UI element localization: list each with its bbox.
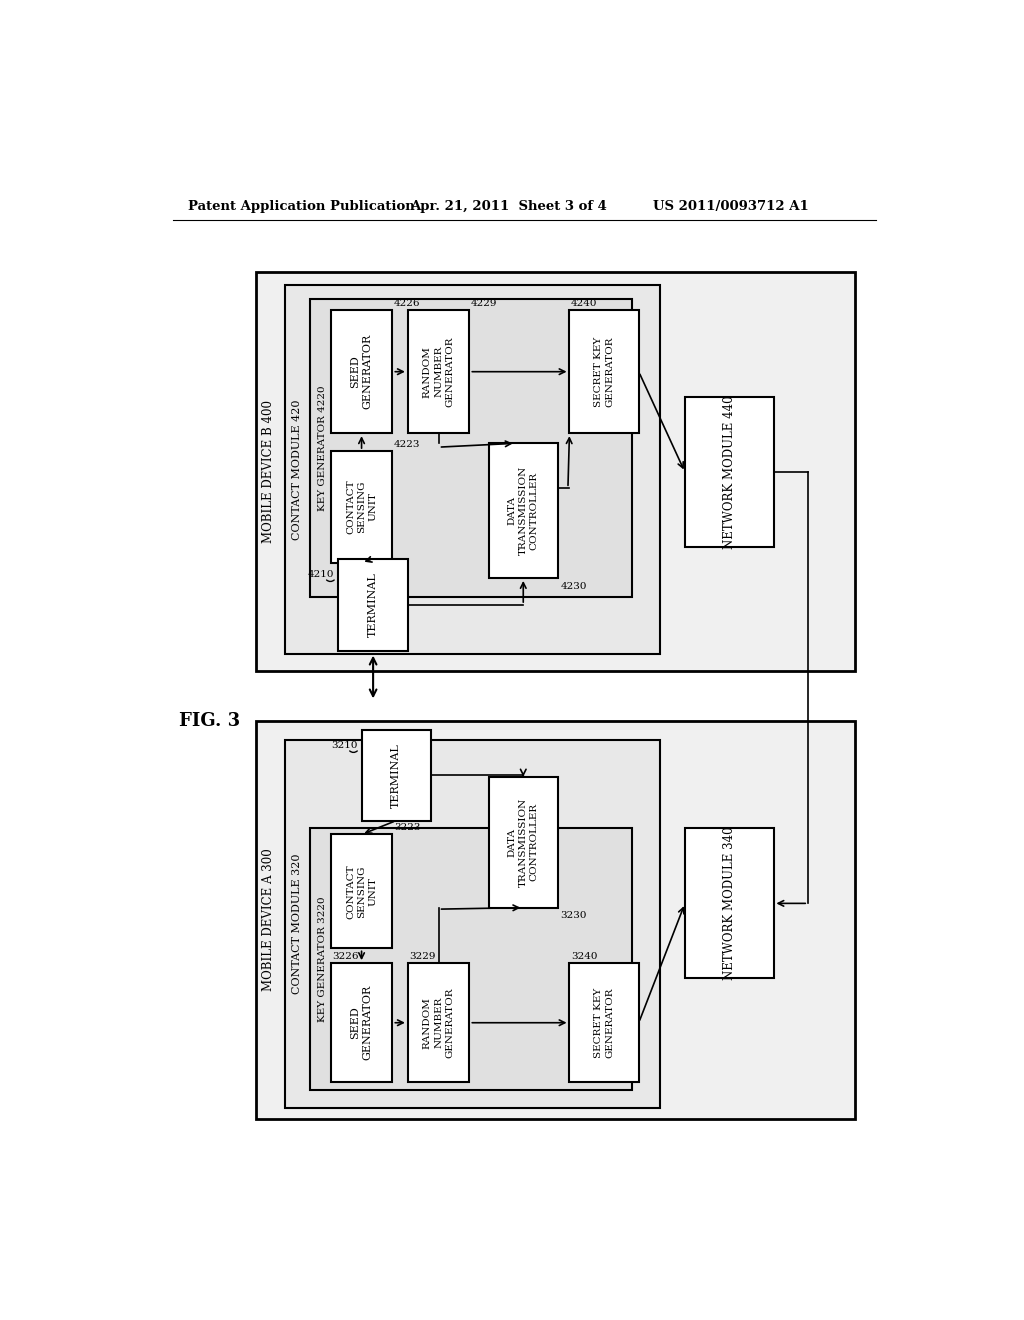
- Text: Patent Application Publication: Patent Application Publication: [188, 199, 415, 213]
- Text: 4240: 4240: [571, 298, 597, 308]
- Bar: [685, 397, 773, 548]
- Text: SECRET KEY
GENERATOR: SECRET KEY GENERATOR: [594, 337, 614, 407]
- Text: 3223: 3223: [394, 824, 421, 832]
- Text: CONTACT MODULE 320: CONTACT MODULE 320: [292, 854, 302, 994]
- Bar: [285, 739, 660, 1107]
- Text: FIG. 3: FIG. 3: [178, 711, 240, 730]
- Text: SEED
GENERATOR: SEED GENERATOR: [350, 985, 373, 1060]
- Text: 4226: 4226: [394, 298, 421, 308]
- Text: NETWORK MODULE 340: NETWORK MODULE 340: [723, 826, 735, 981]
- Text: RANDOM
NUMBER
GENERATOR: RANDOM NUMBER GENERATOR: [423, 337, 455, 407]
- Text: DATA
TRANSMISSION
CONTROLLER: DATA TRANSMISSION CONTROLLER: [508, 466, 539, 556]
- Bar: [310, 829, 632, 1090]
- Bar: [569, 310, 639, 433]
- Text: 4230: 4230: [560, 582, 587, 591]
- Bar: [361, 730, 431, 821]
- Bar: [339, 558, 408, 651]
- Text: MOBILE DEVICE B 400: MOBILE DEVICE B 400: [262, 400, 274, 544]
- Text: CONTACT
SENSING
UNIT: CONTACT SENSING UNIT: [346, 479, 377, 535]
- Bar: [285, 285, 660, 653]
- Bar: [256, 721, 855, 1119]
- Text: TERMINAL: TERMINAL: [391, 743, 401, 808]
- Bar: [331, 834, 392, 948]
- Text: KEY GENERATOR 4220: KEY GENERATOR 4220: [317, 385, 327, 511]
- Bar: [488, 776, 558, 908]
- Bar: [310, 298, 632, 597]
- Bar: [331, 451, 392, 562]
- Text: 3226: 3226: [333, 952, 358, 961]
- Bar: [408, 310, 469, 433]
- Bar: [256, 272, 855, 671]
- Bar: [569, 964, 639, 1082]
- Bar: [685, 829, 773, 978]
- Text: DATA
TRANSMISSION
CONTROLLER: DATA TRANSMISSION CONTROLLER: [508, 797, 539, 887]
- Text: 3240: 3240: [571, 952, 597, 961]
- Text: MOBILE DEVICE A 300: MOBILE DEVICE A 300: [262, 849, 274, 991]
- Text: Apr. 21, 2011  Sheet 3 of 4: Apr. 21, 2011 Sheet 3 of 4: [410, 199, 607, 213]
- Text: 4223: 4223: [394, 440, 421, 449]
- Bar: [331, 964, 392, 1082]
- Text: KEY GENERATOR 3220: KEY GENERATOR 3220: [317, 896, 327, 1022]
- Bar: [488, 444, 558, 578]
- Text: NETWORK MODULE 440: NETWORK MODULE 440: [723, 396, 735, 549]
- Text: RANDOM
NUMBER
GENERATOR: RANDOM NUMBER GENERATOR: [423, 987, 455, 1057]
- Text: 3229: 3229: [410, 952, 436, 961]
- Text: US 2011/0093712 A1: US 2011/0093712 A1: [652, 199, 808, 213]
- Text: SECRET KEY
GENERATOR: SECRET KEY GENERATOR: [594, 987, 614, 1057]
- Bar: [331, 310, 392, 433]
- Bar: [408, 964, 469, 1082]
- Text: SEED
GENERATOR: SEED GENERATOR: [350, 334, 373, 409]
- Text: CONTACT
SENSING
UNIT: CONTACT SENSING UNIT: [346, 865, 377, 919]
- Text: 3230: 3230: [560, 911, 587, 920]
- Text: 3210: 3210: [331, 741, 357, 750]
- Text: 4229: 4229: [471, 298, 498, 308]
- Text: CONTACT MODULE 420: CONTACT MODULE 420: [292, 399, 302, 540]
- Text: TERMINAL: TERMINAL: [368, 573, 378, 638]
- Text: 4210: 4210: [308, 570, 335, 578]
